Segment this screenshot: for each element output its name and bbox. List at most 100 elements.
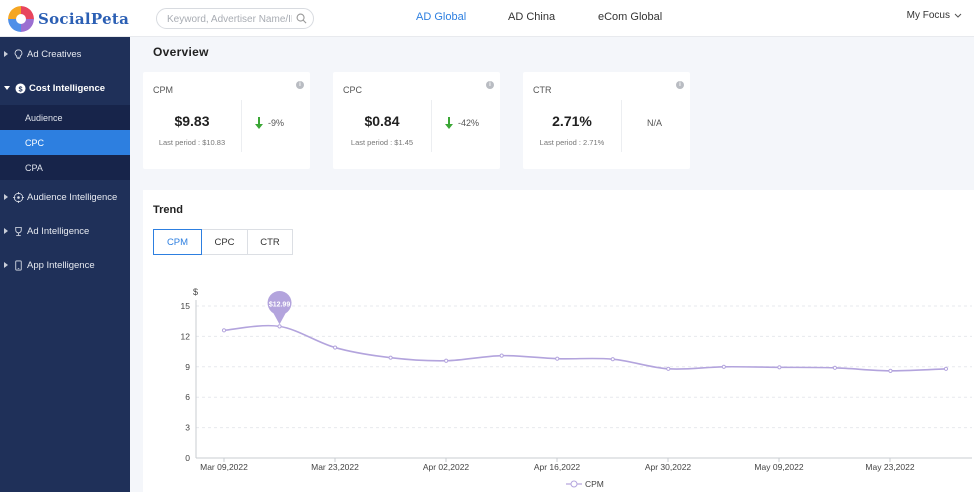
- x-tick-label: Apr 16,2022: [534, 462, 581, 472]
- data-point: [444, 358, 449, 363]
- metric-card-ctr: CTR i 2.71% Last period : 2.71% N/A: [523, 72, 690, 169]
- metric-change-value: N/A: [647, 118, 663, 128]
- sidebar: Ad Creatives $ Cost Intelligence Audienc…: [0, 37, 130, 492]
- metric-change: -42%: [445, 117, 479, 129]
- y-tick-label: 0: [185, 453, 190, 463]
- arrow-down-icon: [445, 117, 453, 129]
- data-point: [499, 353, 504, 358]
- metric-card-cpm: CPM i $9.83 Last period : $10.83 -9%: [143, 72, 310, 169]
- y-tick-label: 3: [185, 423, 190, 433]
- legend-label: CPM: [585, 479, 604, 489]
- data-point: [610, 357, 615, 362]
- y-tick-label: 9: [185, 362, 190, 372]
- nav-ad-china[interactable]: AD China: [508, 11, 556, 23]
- info-icon[interactable]: i: [486, 81, 494, 89]
- marker-pin-icon: [267, 290, 292, 325]
- my-focus-label: My Focus: [906, 10, 950, 21]
- sidebar-item-label: Ad Intelligence: [27, 225, 90, 237]
- y-tick-label: 6: [185, 392, 190, 402]
- legend-marker: [570, 480, 578, 488]
- x-tick-label: Mar 09,2022: [200, 462, 248, 472]
- data-point: [388, 355, 393, 360]
- data-point: [888, 368, 893, 373]
- caret-right-icon: [4, 194, 8, 200]
- chevron-down-icon: [954, 13, 962, 18]
- metric-change-value: -9%: [268, 118, 285, 128]
- trend-title: Trend: [153, 204, 183, 216]
- sidebar-item-label: Cost Intelligence: [29, 82, 106, 94]
- sidebar-sub-audience[interactable]: Audience: [0, 105, 130, 130]
- overview-title: Overview: [153, 45, 209, 59]
- data-point: [943, 366, 949, 371]
- dollar-circle-icon: $: [15, 82, 26, 94]
- phone-icon: [15, 260, 22, 270]
- metric-value: 2.71%: [552, 113, 592, 129]
- info-icon[interactable]: i: [296, 81, 304, 89]
- search-input[interactable]: [157, 10, 292, 29]
- x-tick-label: May 23,2022: [865, 462, 914, 472]
- data-point: [721, 364, 726, 369]
- sidebar-sub-cpc[interactable]: CPC: [0, 130, 130, 155]
- metric-last-period: Last period : 2.71%: [539, 138, 605, 147]
- tab-cpm[interactable]: CPM: [153, 229, 202, 255]
- y-axis-label: $: [193, 287, 198, 297]
- info-icon[interactable]: i: [676, 81, 684, 89]
- sidebar-sub-cpa[interactable]: CPA: [0, 155, 130, 180]
- sidebar-item-ad-intelligence[interactable]: Ad Intelligence: [0, 214, 130, 248]
- y-tick-label: 12: [181, 331, 191, 341]
- x-tick-label: Apr 02,2022: [423, 462, 470, 472]
- caret-right-icon: [4, 228, 8, 234]
- x-tick-label: May 09,2022: [754, 462, 803, 472]
- x-tick-label: Apr 30,2022: [645, 462, 692, 472]
- logo-mark-icon: [8, 6, 34, 32]
- search-icon[interactable]: [296, 13, 307, 24]
- caret-right-icon: [4, 262, 8, 268]
- my-focus-dropdown[interactable]: My Focus: [907, 10, 962, 21]
- logo[interactable]: SocialPeta: [8, 6, 129, 32]
- search-box: [156, 8, 314, 29]
- caret-right-icon: [4, 51, 8, 57]
- metric-name: CTR: [533, 85, 552, 95]
- card-divider: [621, 100, 622, 152]
- tab-cpc[interactable]: CPC: [201, 229, 248, 255]
- data-point: [666, 366, 671, 371]
- svg-text:$: $: [18, 84, 22, 93]
- arrow-down-icon: [255, 117, 263, 129]
- card-divider: [241, 100, 242, 152]
- x-tick-label: Mar 23,2022: [311, 462, 359, 472]
- target-icon: [13, 191, 24, 203]
- nav-ad-global[interactable]: AD Global: [416, 11, 467, 23]
- nav-ecom-global[interactable]: eCom Global: [598, 11, 663, 23]
- sidebar-item-label: Ad Creatives: [27, 48, 82, 60]
- marker-label: $12.99: [269, 301, 291, 308]
- sidebar-item-ad-creatives[interactable]: Ad Creatives: [0, 37, 130, 71]
- data-point: [555, 356, 560, 361]
- trend-tabs: CPM CPC CTR: [153, 229, 293, 255]
- caret-down-icon: [4, 86, 10, 90]
- series-line-cpm: [223, 324, 947, 372]
- sidebar-item-app-intelligence[interactable]: App Intelligence: [0, 248, 130, 282]
- top-bar: SocialPeta AD Global AD China eCom Globa…: [0, 0, 974, 37]
- card-divider: [431, 100, 432, 152]
- metric-change-value: -42%: [458, 118, 480, 128]
- sidebar-item-audience-intelligence[interactable]: Audience Intelligence: [0, 180, 130, 214]
- trophy-icon: [15, 226, 22, 236]
- metric-change: -9%: [255, 117, 284, 129]
- sidebar-item-label: Audience Intelligence: [27, 191, 118, 203]
- metric-name: CPM: [153, 85, 173, 95]
- sidebar-item-label: App Intelligence: [27, 259, 95, 271]
- lightbulb-icon: [14, 49, 23, 59]
- metric-card-cpc: CPC i $0.84 Last period : $1.45 -42%: [333, 72, 500, 169]
- data-point: [277, 324, 282, 329]
- tab-ctr[interactable]: CTR: [247, 229, 293, 255]
- metric-last-period: Last period : $10.83: [158, 138, 226, 147]
- y-tick-label: 15: [181, 301, 191, 311]
- trend-panel: Trend CPM CPC CTR: [143, 190, 974, 492]
- data-point: [332, 345, 338, 350]
- sidebar-item-cost-intelligence[interactable]: $ Cost Intelligence: [0, 71, 130, 105]
- metric-name: CPC: [343, 85, 363, 95]
- logo-text: SocialPeta: [38, 10, 130, 28]
- data-point: [832, 365, 838, 370]
- metric-value: $9.83: [174, 113, 210, 129]
